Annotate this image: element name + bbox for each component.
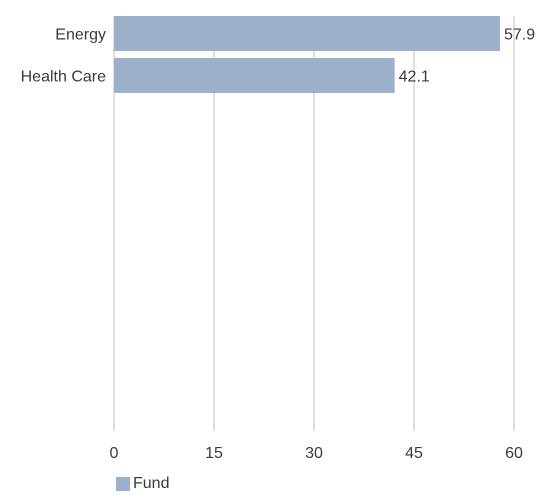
category-label-0: Energy bbox=[55, 27, 106, 44]
data-label-1: 42.1 bbox=[399, 69, 430, 86]
x-tick-label-1: 15 bbox=[205, 445, 223, 462]
legend-swatch bbox=[116, 477, 130, 491]
data-label-0: 57.9 bbox=[504, 27, 535, 44]
x-tick-label-0: 0 bbox=[110, 445, 119, 462]
category-label-1: Health Care bbox=[21, 69, 106, 86]
x-tick-label-2: 30 bbox=[305, 445, 323, 462]
bar-0 bbox=[114, 16, 500, 51]
x-tick-label-4: 60 bbox=[505, 445, 523, 462]
bar-1 bbox=[114, 58, 395, 93]
x-tick-label-3: 45 bbox=[405, 445, 423, 462]
legend-label-fund: Fund bbox=[133, 475, 170, 492]
legend: Fund bbox=[116, 476, 169, 492]
